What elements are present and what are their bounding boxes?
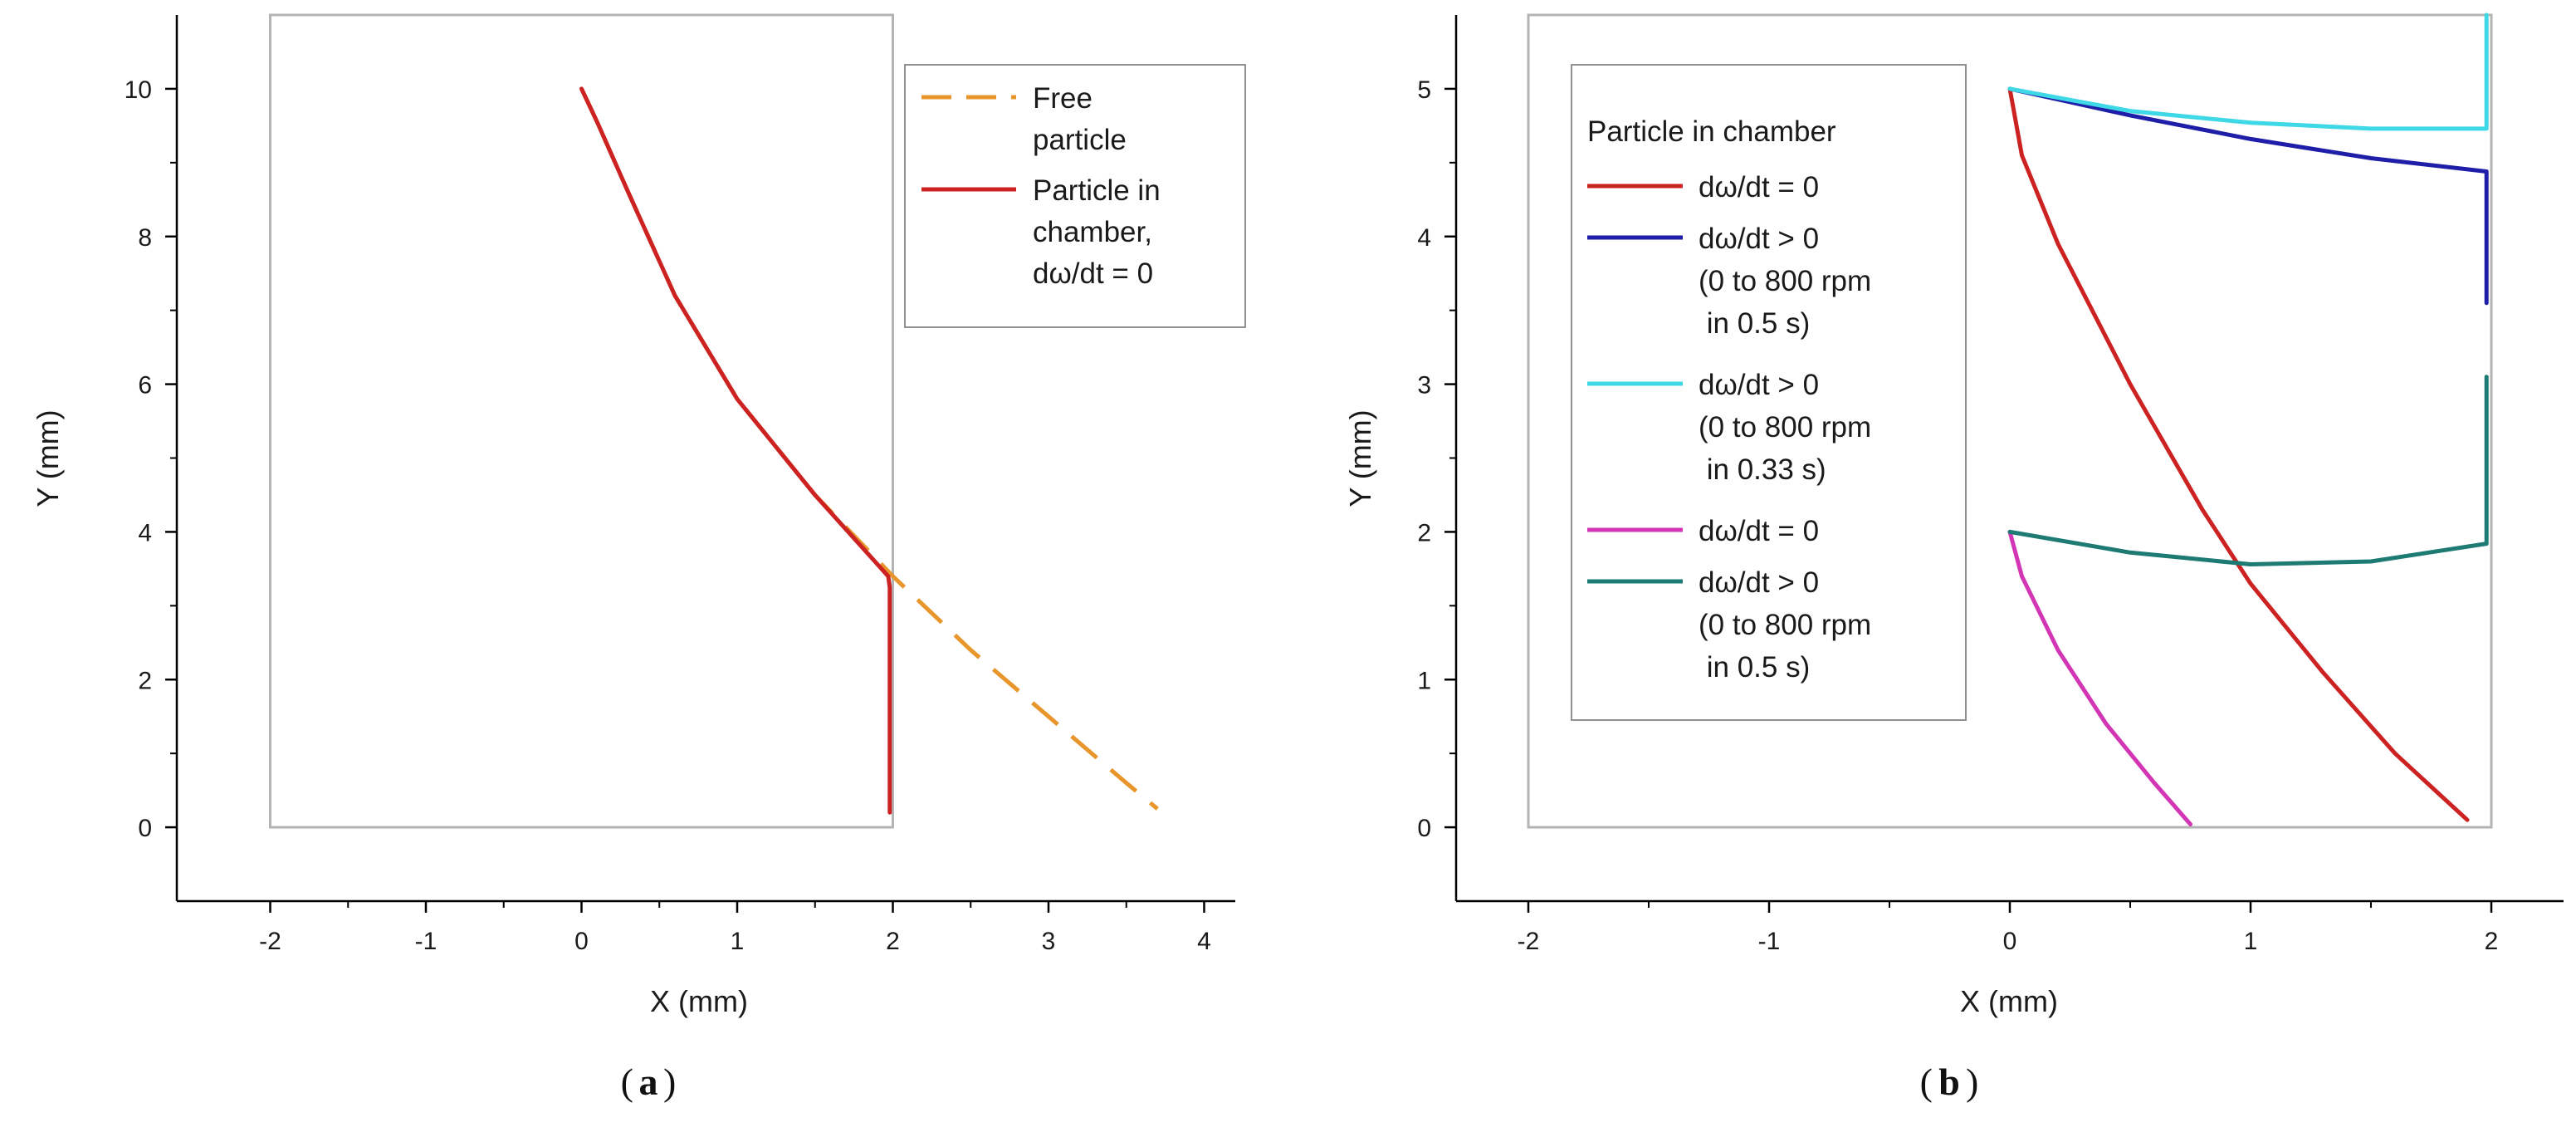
legend: Free particle Particle in chamber, dω/dt… bbox=[904, 64, 1246, 328]
panel-label: a bbox=[639, 1061, 658, 1103]
series-line-0 bbox=[2007, 86, 2470, 822]
series-line-4 bbox=[2007, 375, 2489, 566]
chart-panel-a: -2 -1 0 1 2 3 4 0 2 4 6 8 10 Free particle Particle … bbox=[31, 13, 1246, 1103]
y-tick-label: 0 bbox=[1417, 815, 1431, 842]
chamber-box bbox=[1527, 13, 2493, 829]
y-tick-label: 5 bbox=[1417, 76, 1431, 104]
x-tick-label: 0 bbox=[574, 928, 589, 955]
y-tick-label: 1 bbox=[1417, 667, 1431, 694]
legend-label: in 0.5 s) bbox=[1699, 307, 1810, 340]
x-axis-title: X (mm) bbox=[1960, 984, 2058, 1018]
axis-ticks: -2 -1 0 1 2 0 1 2 3 4 5 bbox=[1417, 76, 2498, 955]
legend-label: dω/dt = 0 bbox=[1033, 257, 1153, 290]
x-tick-label: 2 bbox=[2485, 928, 2499, 955]
series-line-3 bbox=[2007, 529, 2192, 826]
legend-label: particle bbox=[1033, 124, 1127, 156]
y-axis-title: Y (mm) bbox=[1343, 409, 1377, 507]
legend-label: in 0.33 s) bbox=[1699, 453, 1826, 486]
panel-label-paren: ( bbox=[621, 1061, 633, 1103]
x-tick-label: 4 bbox=[1197, 928, 1211, 955]
y-tick-label: 6 bbox=[138, 372, 152, 399]
legend-label: dω/dt > 0 bbox=[1699, 369, 1819, 401]
x-tick-label: -2 bbox=[1518, 928, 1540, 955]
legend-label: chamber, bbox=[1033, 216, 1152, 248]
chart-panel-b: -2 -1 0 1 2 0 1 2 3 4 5 Particle in chamber dω/dt … bbox=[1343, 12, 2564, 1103]
legend-header: Particle in chamber bbox=[1587, 115, 1836, 148]
panel-label-paren: ( bbox=[1920, 1061, 1933, 1103]
y-tick-label: 4 bbox=[138, 519, 152, 546]
legend-label: dω/dt = 0 bbox=[1699, 171, 1819, 203]
y-tick-label: 0 bbox=[138, 815, 152, 842]
y-axis-title: Y (mm) bbox=[31, 409, 65, 507]
y-tick-label: 3 bbox=[1417, 372, 1431, 399]
legend-label: (0 to 800 rpm bbox=[1699, 609, 1871, 641]
y-tick-label: 2 bbox=[138, 667, 152, 694]
x-tick-label: 0 bbox=[2003, 928, 2017, 955]
panel-label: b bbox=[1938, 1061, 1960, 1103]
x-tick-label: 2 bbox=[886, 928, 900, 955]
legend-box bbox=[1571, 64, 1967, 721]
legend-label: dω/dt > 0 bbox=[1699, 566, 1819, 599]
legend-label: (0 to 800 rpm bbox=[1699, 265, 1871, 297]
x-tick-label: 3 bbox=[1042, 928, 1056, 955]
x-axis-title: X (mm) bbox=[650, 984, 748, 1018]
legend: Particle in chamber dω/dt = 0 dω/dt > 0 … bbox=[1571, 64, 1967, 721]
legend-label: (0 to 800 rpm bbox=[1699, 411, 1871, 443]
x-tick-label: -1 bbox=[1758, 928, 1781, 955]
legend-label: Free bbox=[1033, 82, 1092, 115]
chamber-box bbox=[269, 13, 894, 829]
series-group bbox=[2007, 12, 2489, 826]
legend-label: dω/dt > 0 bbox=[1699, 223, 1819, 255]
legend-label: dω/dt = 0 bbox=[1699, 515, 1819, 547]
x-tick-label: 1 bbox=[2244, 928, 2258, 955]
series-line-1 bbox=[2007, 86, 2489, 306]
legend-label: in 0.5 s) bbox=[1699, 651, 1810, 684]
legend-box bbox=[904, 64, 1246, 328]
y-tick-label: 10 bbox=[125, 76, 152, 104]
x-tick-label: 1 bbox=[731, 928, 745, 955]
axis-ticks: -2 -1 0 1 2 3 4 0 2 4 6 8 10 bbox=[125, 76, 1211, 955]
panel-label-paren: ) bbox=[663, 1061, 676, 1103]
y-tick-label: 4 bbox=[1417, 224, 1431, 252]
y-tick-label: 8 bbox=[138, 224, 152, 252]
x-tick-label: -1 bbox=[415, 928, 437, 955]
legend-label: Particle in bbox=[1033, 174, 1161, 207]
panel-label-paren: ) bbox=[1966, 1061, 1978, 1103]
series-line-2 bbox=[2007, 12, 2489, 131]
y-tick-label: 2 bbox=[1417, 519, 1431, 546]
series-group bbox=[579, 86, 1159, 815]
x-tick-label: -2 bbox=[259, 928, 281, 955]
series-line-1 bbox=[579, 86, 892, 815]
